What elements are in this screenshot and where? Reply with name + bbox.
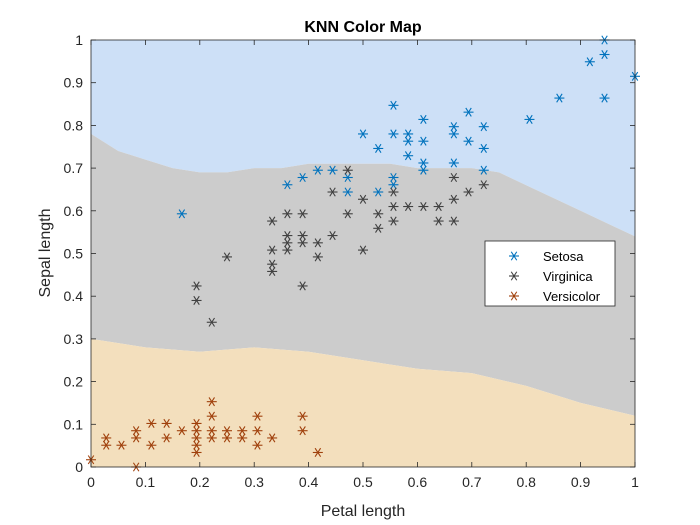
x-tick-label: 0.2 — [190, 474, 210, 490]
y-tick-label: 0.1 — [64, 416, 84, 432]
x-tick-label: 0.3 — [244, 474, 264, 490]
x-tick-label: 0.5 — [353, 474, 373, 490]
y-tick-label: 0.2 — [64, 374, 84, 390]
y-tick-label: 0.7 — [64, 160, 84, 176]
y-tick-label: 1 — [75, 32, 83, 48]
y-tick-label: 0.6 — [64, 203, 84, 219]
y-tick-label: 0.9 — [64, 75, 84, 91]
x-axis-label: Petal length — [321, 503, 406, 520]
legend-label: Setosa — [543, 249, 584, 264]
y-tick-label: 0.4 — [64, 288, 84, 304]
legend-label: Versicolor — [543, 289, 601, 304]
y-tick-label: 0.3 — [64, 331, 84, 347]
x-tick-label: 0.8 — [516, 474, 536, 490]
legend: Setosa Virginica Versicolor — [485, 241, 615, 306]
legend-label: Virginica — [543, 269, 593, 284]
y-axis-label: Sepal length — [37, 209, 54, 298]
x-tick-label: 0 — [87, 474, 95, 490]
y-tick-label: 0.8 — [64, 117, 84, 133]
x-tick-label: 1 — [631, 474, 639, 490]
chart-title: KNN Color Map — [304, 19, 422, 36]
x-tick-label: 0.1 — [136, 474, 156, 490]
x-tick-label: 0.4 — [299, 474, 319, 490]
x-tick-label: 0.6 — [408, 474, 428, 490]
x-tick-label: 0.7 — [462, 474, 482, 490]
y-tick-label: 0.5 — [64, 246, 84, 262]
y-tick-label: 0 — [75, 459, 83, 475]
x-tick-label: 0.9 — [571, 474, 591, 490]
